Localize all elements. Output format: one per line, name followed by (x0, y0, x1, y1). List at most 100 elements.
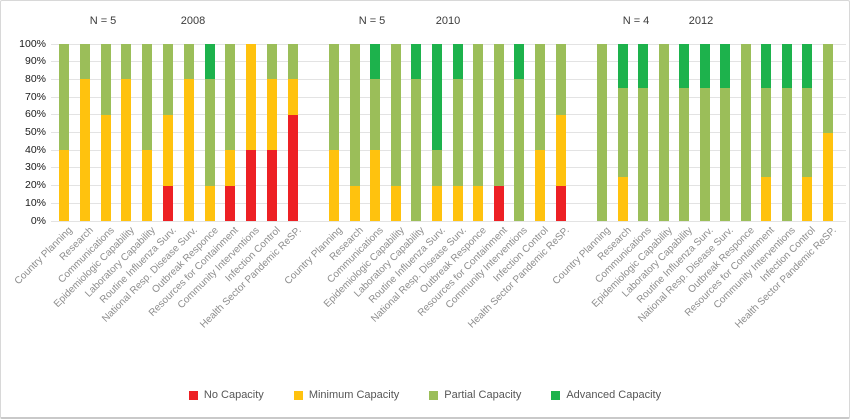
bar-segment-partial-capacity (121, 44, 132, 80)
gridline-90 (51, 61, 846, 63)
legend-label: Advanced Capacity (566, 389, 662, 401)
bar-segment-advanced-capacity (679, 44, 689, 89)
gridline-0 (51, 220, 846, 222)
y-axis-tick-label: 70% (24, 90, 46, 103)
legend-label: No Capacity (203, 389, 264, 401)
bar-segment-advanced-capacity (204, 44, 215, 80)
bar-segment-partial-capacity (59, 44, 69, 151)
bar-segment-partial-capacity (535, 44, 545, 151)
gridline-100 (51, 43, 846, 45)
y-axis-tick-label: 30% (24, 161, 46, 174)
group-year-label-2012: 2012 (688, 15, 714, 27)
bar-segment-advanced-capacity (781, 44, 792, 89)
bar-segment-partial-capacity (802, 88, 812, 177)
gridline-40 (51, 149, 846, 151)
bar-segment-partial-capacity (287, 44, 298, 80)
bar-segment-partial-capacity (183, 44, 194, 80)
y-axis-tick-label: 50% (24, 126, 46, 138)
bar-segment-partial-capacity (473, 44, 484, 186)
bar-segment-partial-capacity (617, 88, 628, 177)
bar-segment-minimum-capacity (287, 79, 298, 115)
bar-segment-minimum-capacity (204, 185, 215, 221)
bar-segment-advanced-capacity (370, 44, 381, 80)
bar-segment-minimum-capacity (225, 150, 236, 186)
bar-segment-partial-capacity (100, 44, 111, 115)
bar-segment-minimum-capacity (535, 150, 545, 221)
group-n-label-2012: N = 4 (622, 15, 650, 27)
bar-segment-partial-capacity (781, 88, 792, 221)
legend-swatch-icon-partial-capacity (429, 390, 439, 400)
bar-segment-minimum-capacity (473, 185, 484, 221)
bar-segment-partial-capacity (329, 44, 339, 151)
bar-segment-partial-capacity (720, 88, 730, 221)
bar-segment-no-capacity (163, 185, 173, 221)
bar-segment-no-capacity (287, 114, 298, 221)
bar-segment-partial-capacity (142, 44, 153, 151)
bar-segment-partial-capacity (411, 79, 422, 221)
legend-swatch-icon-no-capacity (188, 390, 198, 400)
bar-segment-partial-capacity (740, 44, 751, 221)
bar-segment-minimum-capacity (79, 79, 90, 221)
bar-segment-minimum-capacity (100, 114, 111, 221)
bar-segment-partial-capacity (452, 79, 463, 186)
bar-segment-partial-capacity (349, 44, 360, 186)
bar-segment-minimum-capacity (370, 150, 381, 221)
legend-swatch-icon-advanced-capacity (551, 390, 561, 400)
bar-segment-partial-capacity (370, 79, 381, 151)
bar-segment-partial-capacity (493, 44, 504, 186)
legend-item-partial-capacity: Partial Capacity (429, 389, 521, 401)
bar-segment-partial-capacity (555, 44, 566, 115)
bar-segment-minimum-capacity (246, 44, 257, 151)
gridline-60 (51, 114, 846, 116)
bar-segment-partial-capacity (638, 88, 648, 221)
legend-label: Partial Capacity (444, 389, 522, 401)
group-n-label-2010: N = 5 (358, 15, 386, 27)
bar-segment-advanced-capacity (617, 44, 628, 89)
y-axis-tick-label: 90% (24, 55, 46, 68)
y-axis-tick-label: 80% (24, 72, 46, 85)
gridline-10 (51, 202, 846, 204)
y-axis-tick-label: 100% (19, 37, 46, 50)
bar-segment-partial-capacity (822, 44, 833, 133)
bar-segment-advanced-capacity (802, 44, 812, 89)
y-axis-tick-label: 40% (24, 143, 46, 156)
gridline-50 (51, 132, 846, 133)
bar-segment-minimum-capacity (761, 176, 771, 221)
bar-segment-advanced-capacity (720, 44, 730, 89)
y-axis-tick-label: 0% (30, 214, 46, 227)
bar-segment-partial-capacity (267, 44, 277, 80)
legend-item-no-capacity: No Capacity (188, 389, 264, 401)
group-n-label-2008: N = 5 (89, 15, 117, 27)
bar-segment-partial-capacity (679, 88, 689, 221)
group-year-label-2008: 2008 (180, 15, 206, 27)
bar-segment-no-capacity (246, 150, 257, 221)
bar-segment-minimum-capacity (267, 79, 277, 151)
group-year-label-2010: 2010 (435, 15, 461, 27)
bar-segment-advanced-capacity (452, 44, 463, 80)
bar-segment-minimum-capacity (822, 132, 833, 221)
bar-segment-no-capacity (493, 185, 504, 221)
bar-segment-minimum-capacity (390, 185, 401, 221)
bar-segment-partial-capacity (225, 44, 236, 151)
gridline-30 (51, 167, 846, 169)
gridline-80 (51, 78, 846, 80)
bar-segment-minimum-capacity (142, 150, 153, 221)
legend: No Capacity Minimum Capacity Partial Capac… (1, 389, 849, 401)
bar-segment-minimum-capacity (452, 185, 463, 221)
y-axis-tick-label: 60% (24, 108, 46, 121)
bar-segment-minimum-capacity (329, 150, 339, 221)
bar-segment-minimum-capacity (555, 114, 566, 186)
legend-swatch-icon-minimum-capacity (293, 390, 303, 400)
bar-segment-minimum-capacity (121, 79, 132, 221)
bar-segment-partial-capacity (204, 79, 215, 186)
bar-segment-partial-capacity (699, 88, 710, 221)
bar-segment-partial-capacity (163, 44, 173, 115)
bar-segment-minimum-capacity (432, 185, 442, 221)
bar-segment-partial-capacity (79, 44, 90, 80)
bar-segment-advanced-capacity (514, 44, 525, 80)
bar-segment-minimum-capacity (802, 176, 812, 221)
bar-segment-no-capacity (555, 185, 566, 221)
bar-segment-partial-capacity (761, 88, 771, 177)
bar-segment-no-capacity (225, 185, 236, 221)
y-axis-tick-label: 20% (24, 179, 46, 192)
